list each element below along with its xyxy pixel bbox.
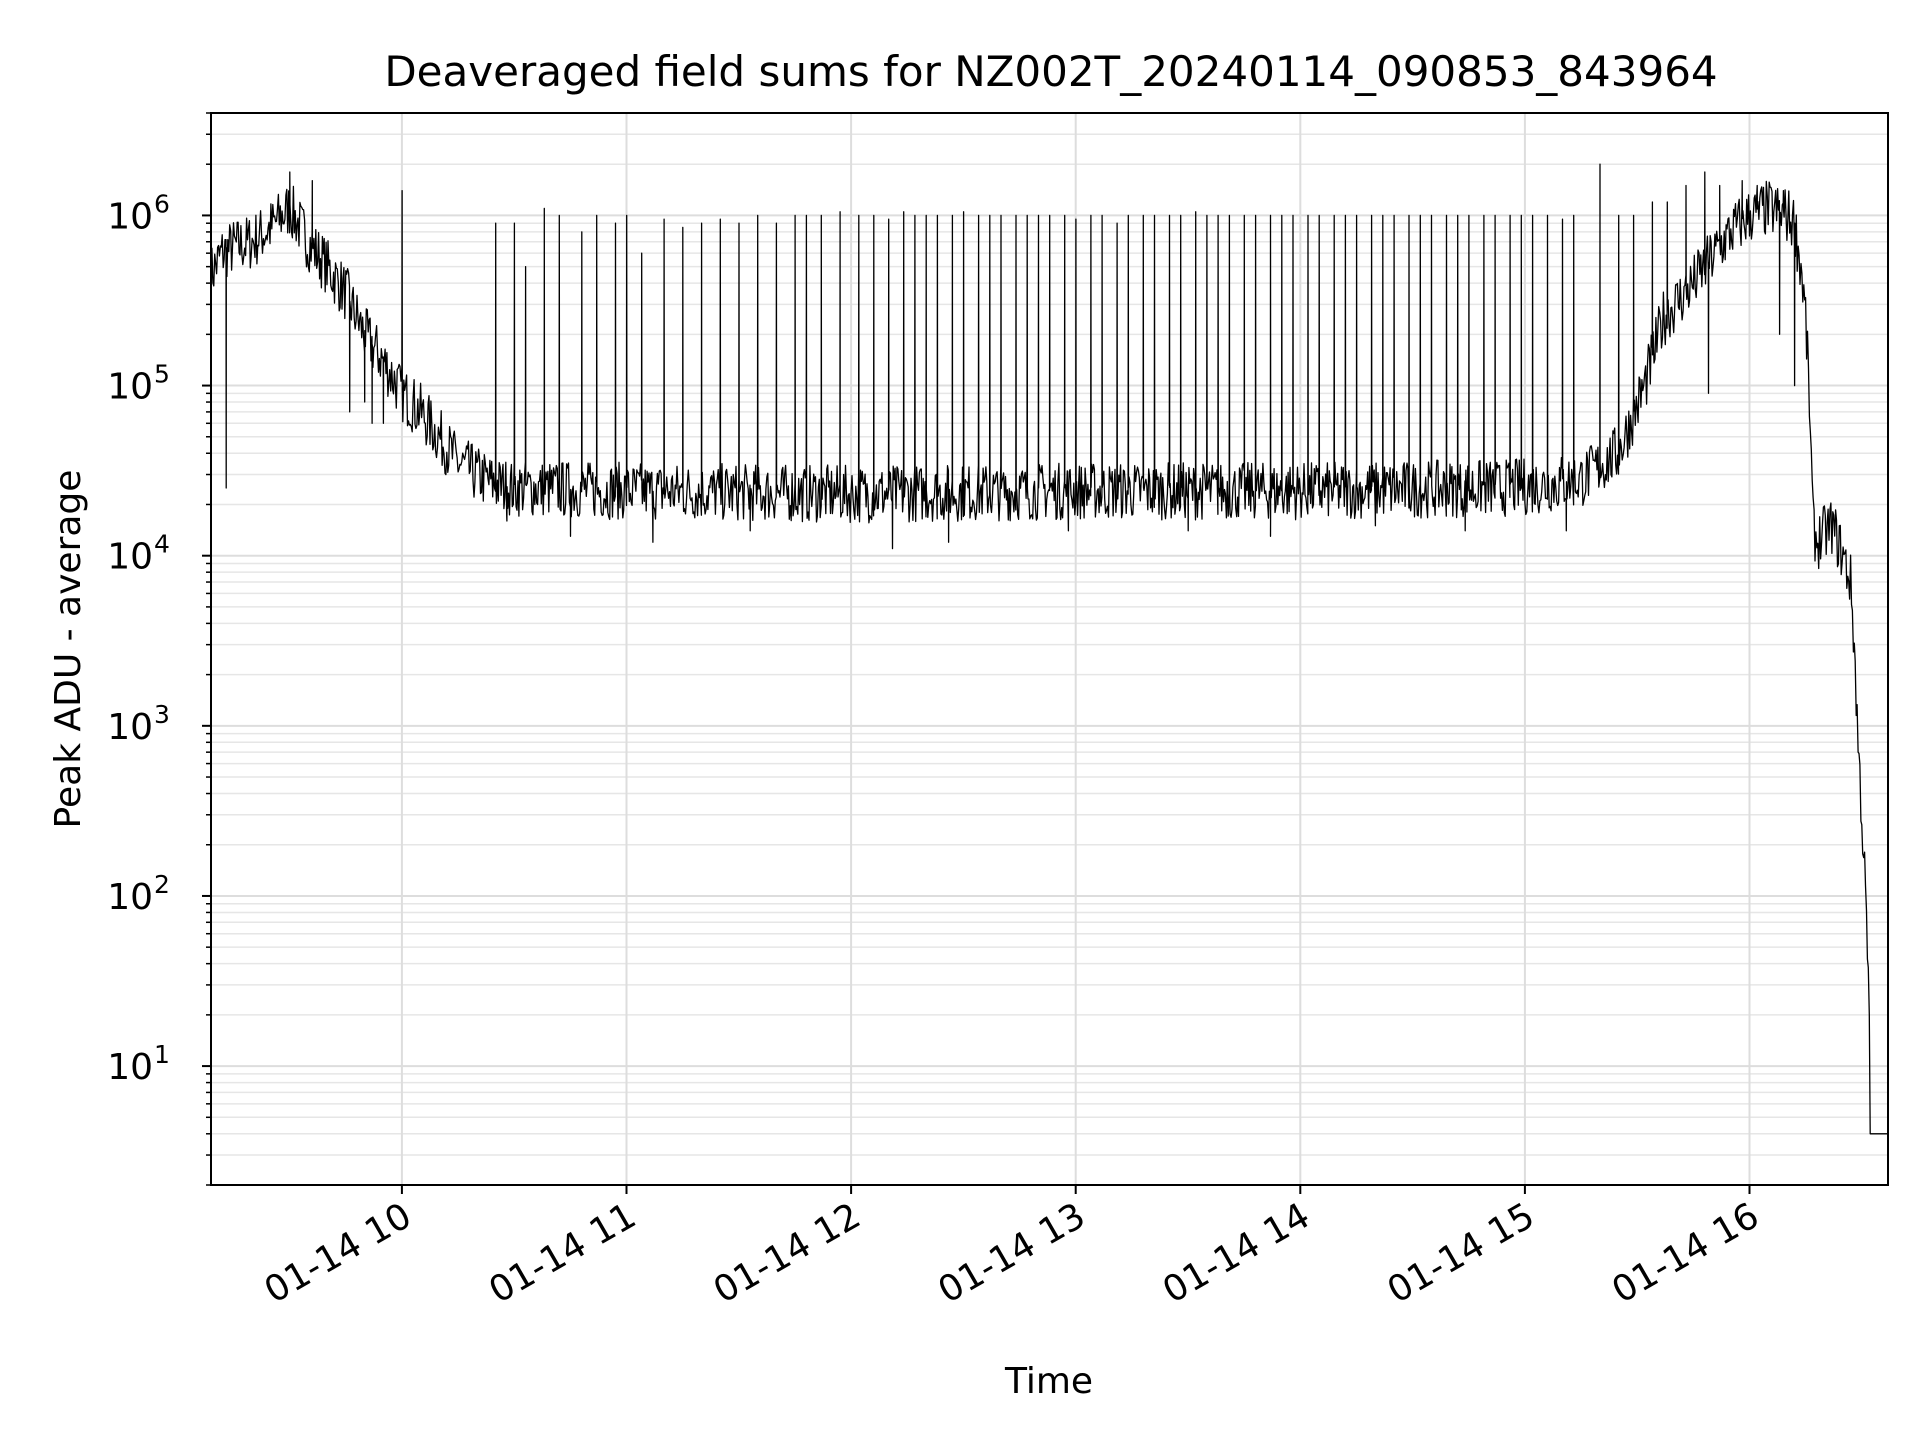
y-tick-exponent: 3 [154, 700, 170, 729]
y-tick-exponent: 6 [154, 189, 170, 218]
plot-frame [210, 112, 1889, 1186]
y-tick-label: 10 [107, 367, 153, 408]
y-axis-label: Peak ADU - average [48, 470, 89, 829]
y-tick-exponent: 5 [154, 360, 170, 389]
plot-area [210, 112, 1889, 1186]
series-line [210, 163, 1888, 1135]
y-tick-label: 10 [107, 1047, 153, 1088]
series-layer [210, 163, 1888, 1135]
y-tick-exponent: 1 [154, 1040, 170, 1069]
y-tick-label: 10 [107, 877, 153, 918]
y-tick-exponent: 4 [154, 530, 170, 559]
x-axis-label: Time [1004, 1361, 1093, 1402]
y-tick-exponent: 2 [154, 870, 170, 899]
y-tick-label: 10 [107, 537, 153, 578]
chart-title: Deaveraged field sums for NZ002T_2024011… [384, 47, 1717, 96]
y-tick-label: 10 [107, 196, 153, 237]
y-tick-label: 10 [107, 707, 153, 748]
